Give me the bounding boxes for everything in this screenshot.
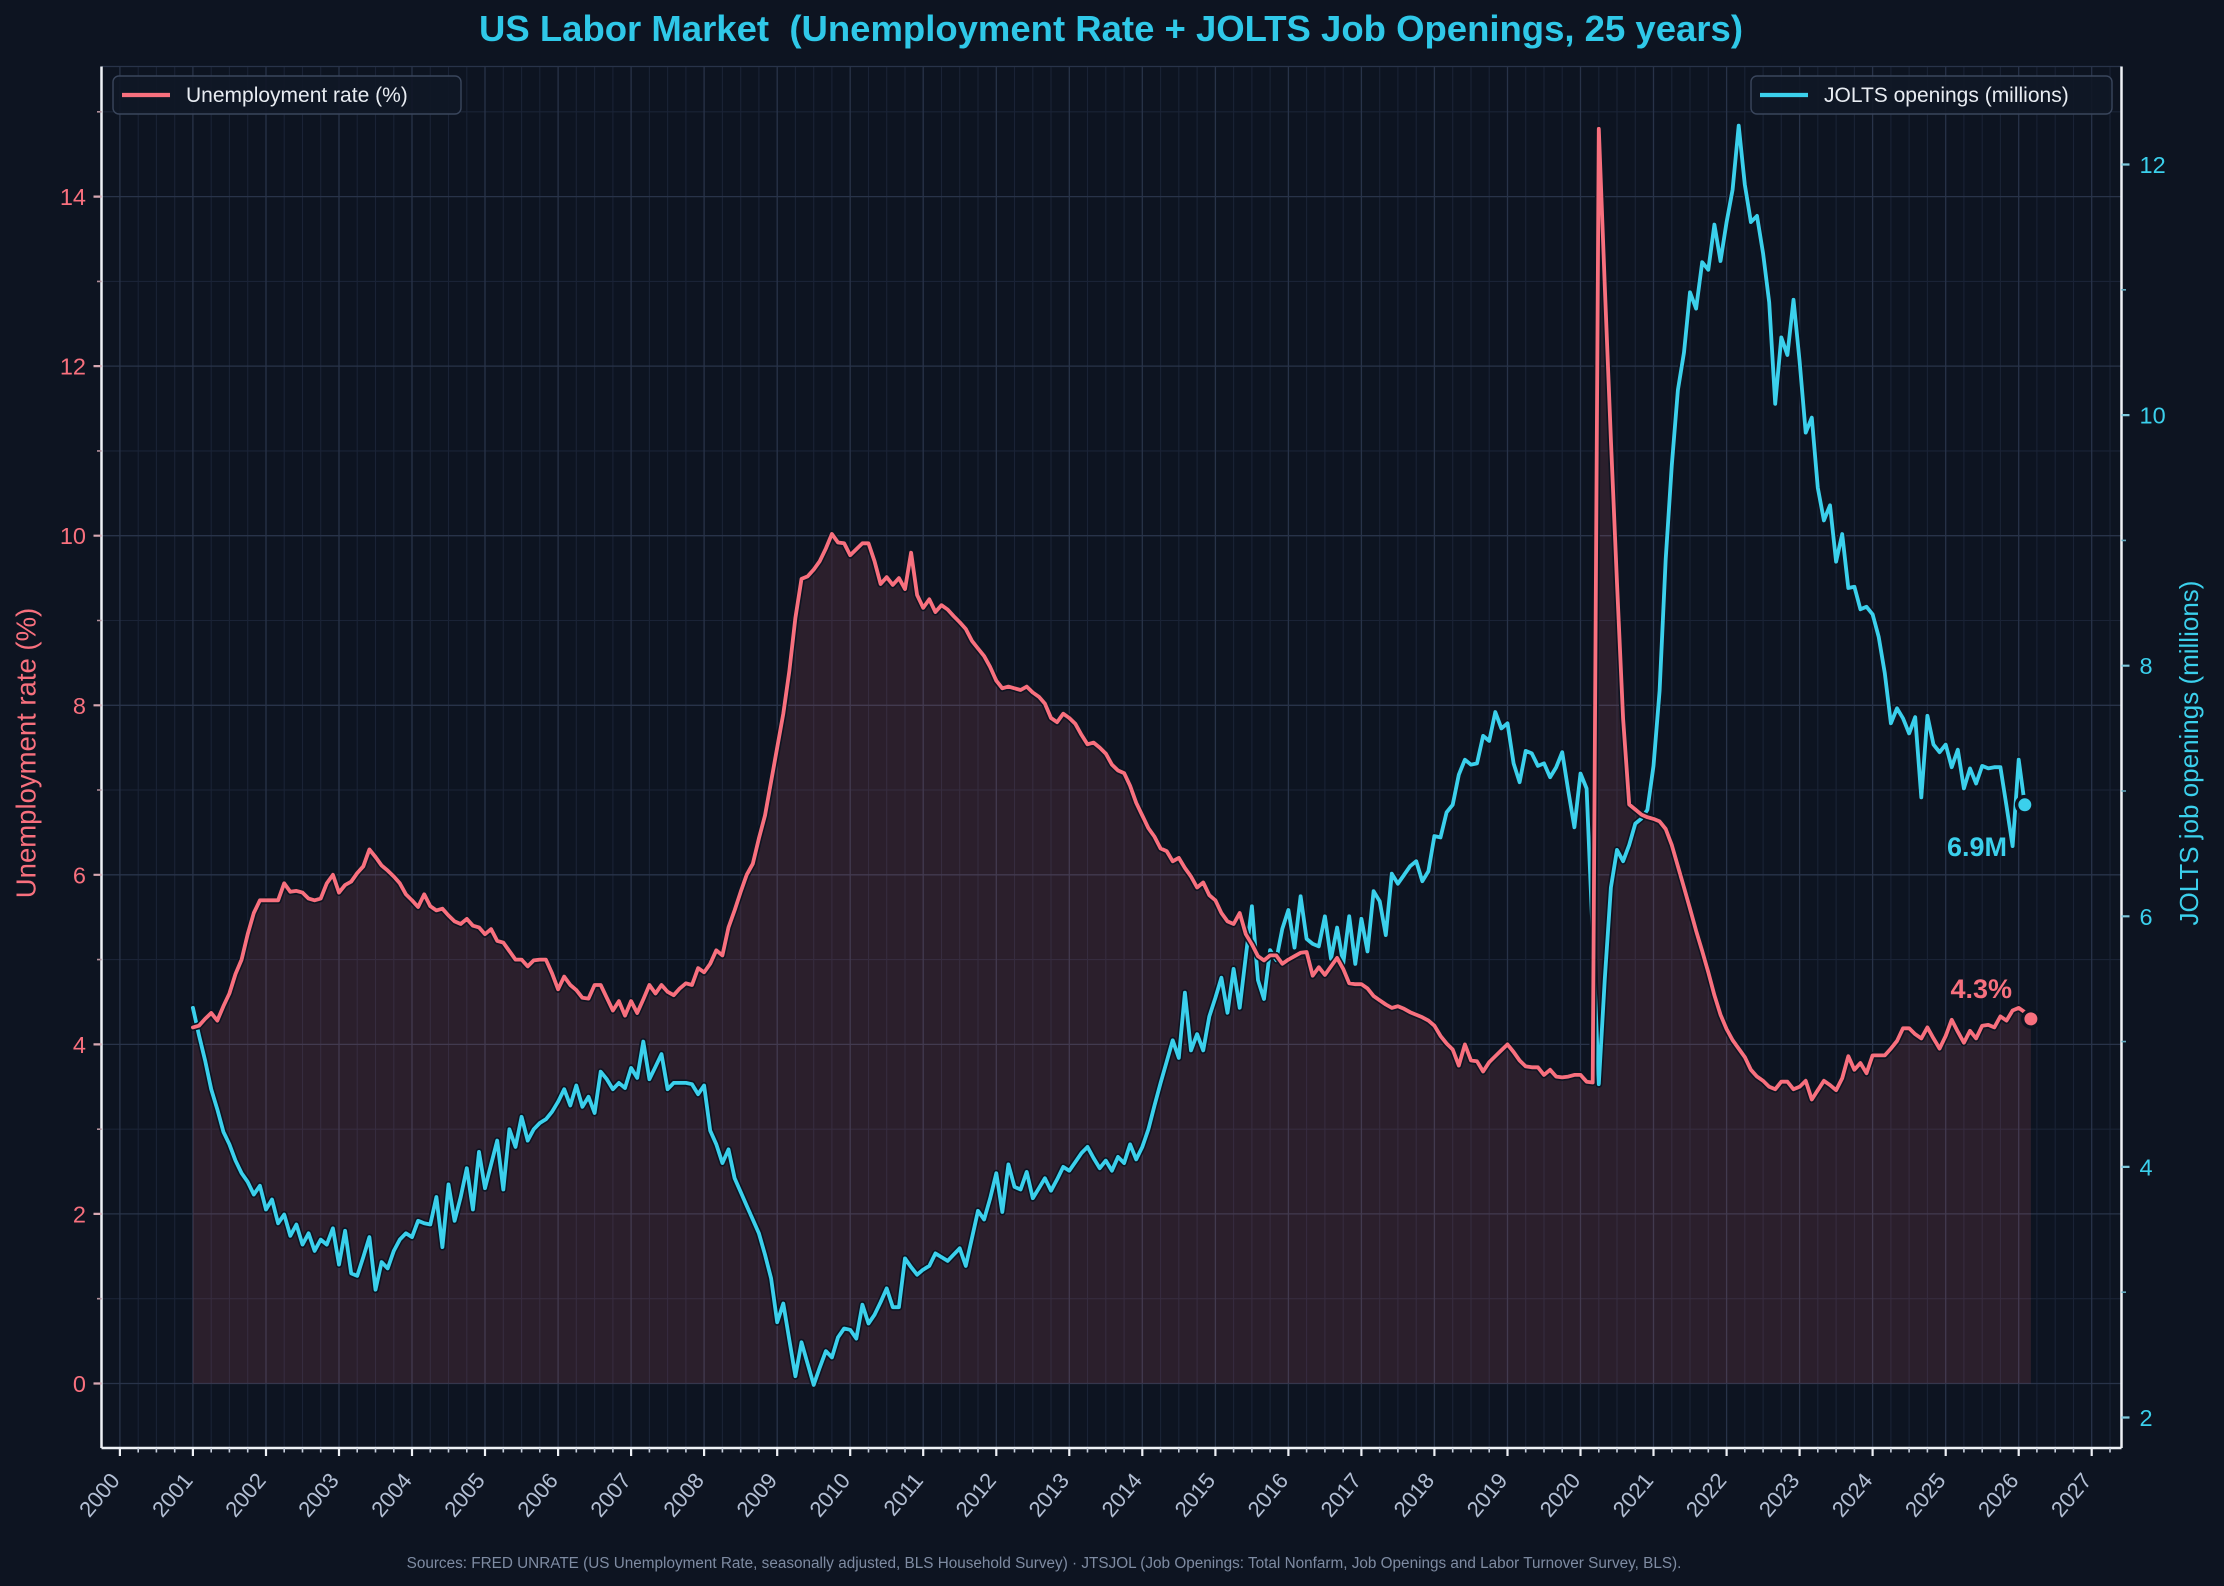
- svg-text:8: 8: [2140, 653, 2153, 679]
- svg-text:JOLTS openings (millions): JOLTS openings (millions): [1824, 84, 2069, 107]
- svg-text:Unemployment rate (%): Unemployment rate (%): [11, 608, 42, 898]
- svg-text:Unemployment rate (%): Unemployment rate (%): [186, 84, 408, 107]
- svg-text:12: 12: [60, 354, 86, 380]
- svg-text:6: 6: [73, 862, 86, 888]
- svg-text:6.9M: 6.9M: [1947, 832, 2007, 862]
- svg-text:4.3%: 4.3%: [1950, 974, 2012, 1004]
- svg-text:8: 8: [73, 693, 86, 719]
- svg-text:Sources: FRED UNRATE (US Unemp: Sources: FRED UNRATE (US Unemployment Ra…: [407, 1555, 1682, 1572]
- svg-text:6: 6: [2140, 904, 2153, 930]
- svg-text:12: 12: [2140, 152, 2166, 178]
- svg-text:10: 10: [60, 523, 86, 549]
- svg-text:4: 4: [2140, 1154, 2153, 1180]
- svg-text:2: 2: [73, 1201, 86, 1227]
- svg-text:US Labor Market (Unemployment: US Labor Market (Unemployment Rate + JOL…: [479, 8, 1743, 49]
- svg-text:10: 10: [2140, 403, 2166, 429]
- svg-text:4: 4: [73, 1032, 86, 1058]
- svg-text:0: 0: [73, 1371, 86, 1397]
- svg-text:14: 14: [60, 184, 86, 210]
- svg-text:JOLTS job openings (millions): JOLTS job openings (millions): [2174, 581, 2204, 926]
- svg-text:2: 2: [2140, 1405, 2153, 1431]
